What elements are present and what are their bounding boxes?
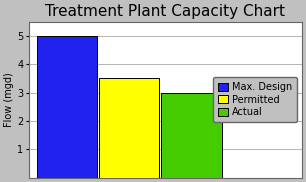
Bar xyxy=(99,78,159,178)
Bar xyxy=(162,93,222,178)
Y-axis label: Flow (mgd): Flow (mgd) xyxy=(4,72,14,127)
Legend: Max. Design, Permitted, Actual: Max. Design, Permitted, Actual xyxy=(213,78,297,122)
Title: Treatment Plant Capacity Chart: Treatment Plant Capacity Chart xyxy=(45,4,285,19)
Bar xyxy=(37,36,97,178)
